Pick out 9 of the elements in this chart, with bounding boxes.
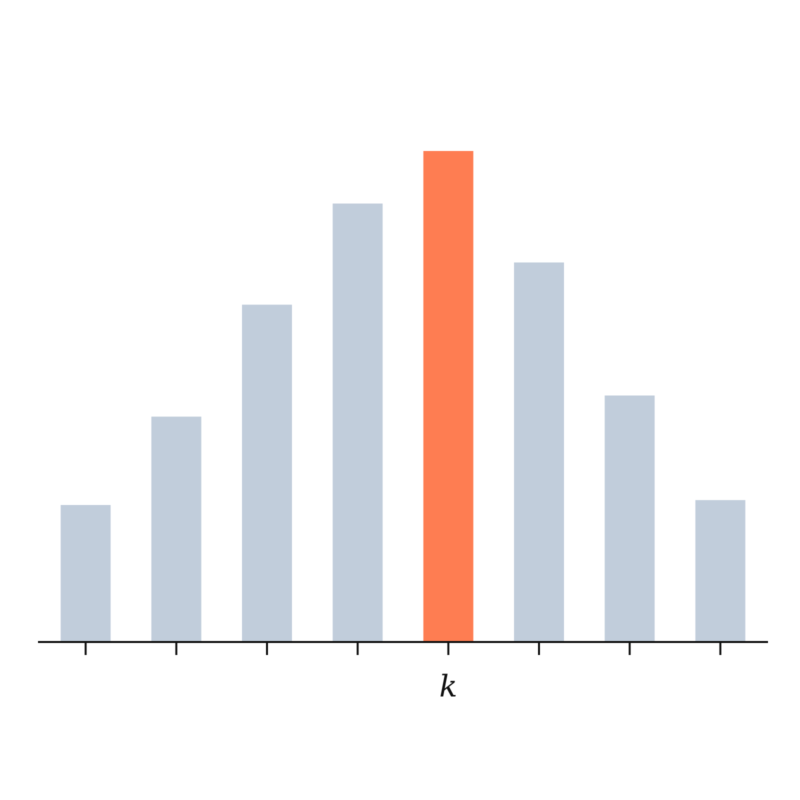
bar bbox=[151, 416, 202, 642]
bar bbox=[60, 505, 111, 642]
bar bbox=[423, 151, 474, 642]
bar bbox=[514, 262, 564, 642]
bar bbox=[242, 304, 292, 642]
x-tick-label: k bbox=[439, 669, 458, 704]
bar bbox=[332, 204, 383, 642]
bar bbox=[695, 500, 746, 642]
bar bbox=[604, 396, 655, 642]
